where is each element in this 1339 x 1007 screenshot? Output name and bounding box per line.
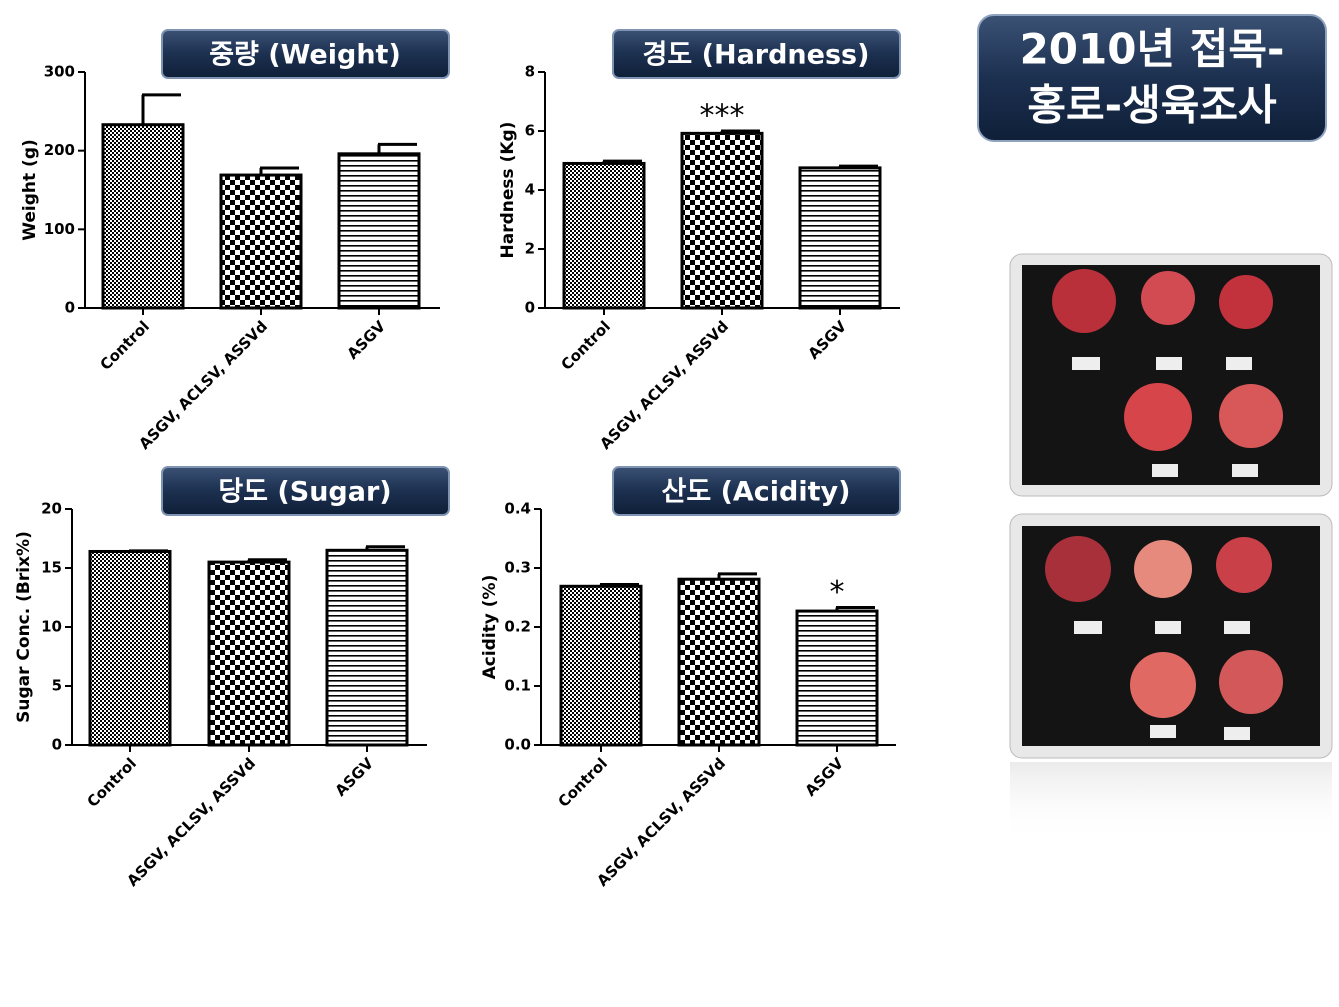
bar (219, 173, 303, 310)
y-axis-label: Hardness (Kg) (498, 122, 518, 259)
chart: 산도 (Acidity) Acidity (%) 0.0 0.1 0.2 0.3 0.4 Co… (480, 466, 901, 890)
y-tick-label: 200 (44, 141, 75, 159)
y-tick-label: 100 (44, 220, 75, 238)
chart: 중량 (Weight)Weight (g)0100200300ControlAS… (20, 29, 450, 453)
photo-reflection (1010, 762, 1332, 842)
x-tick-label: Control (83, 754, 140, 811)
slide-title-box (977, 14, 1327, 142)
x-tick-label: ASGV (802, 754, 848, 800)
slide-title: 홍로-생육조사 (1027, 81, 1277, 130)
y-tick-label: 0.2 (504, 618, 531, 636)
y-tick-label: 0.0 (504, 736, 531, 754)
chart-title: 산도 (Acidity) (661, 477, 850, 508)
bar (325, 548, 409, 747)
x-tick-label: ASGV, ACLSV, ASSVd (123, 754, 259, 890)
x-tick-label: ASGV (344, 317, 390, 363)
y-axis-label: Sugar Conc. (Brix%) (14, 531, 34, 723)
y-axis-label: Acidity (%) (480, 575, 500, 680)
y-tick-label: 20 (41, 500, 62, 518)
y-tick-label: 6 (525, 122, 535, 140)
bar (562, 161, 646, 310)
x-tick-label: ASGV (805, 317, 851, 363)
y-tick-label: 0 (525, 299, 535, 317)
chart-title: 중량 (Weight) (209, 40, 401, 71)
chart-title-box (612, 466, 901, 516)
x-tick-label: Control (554, 754, 611, 811)
bar (101, 123, 185, 310)
bar (207, 560, 291, 747)
y-tick-label: 0.4 (504, 500, 531, 518)
x-tick-label: ASGV, ACLSV, ASSVd (593, 754, 729, 890)
chart: 당도 (Sugar) Sugar Conc. (Brix%) 0 5 10 15 20 Con… (14, 466, 450, 890)
y-tick-label: 0 (65, 299, 75, 317)
bar (798, 166, 882, 310)
y-tick-label: 15 (41, 559, 62, 577)
y-tick-label: 5 (52, 677, 62, 695)
significance: * (830, 575, 845, 610)
slide-title: 2010년 접목- (1020, 25, 1285, 74)
significance: *** (700, 99, 745, 134)
y-tick-label: 2 (525, 240, 535, 258)
bar (680, 131, 764, 310)
y-tick-label: 0.1 (504, 677, 531, 695)
chart: 경도 (Hardness) Hardness (Kg) 0 2 4 6 8 Control **… (498, 29, 901, 453)
bar (559, 584, 643, 747)
x-tick-label: ASGV, ACLSV, ASSVd (135, 317, 271, 453)
y-axis-label: Weight (g) (20, 139, 40, 241)
chart-title: 당도 (Sugar) (218, 477, 391, 508)
y-tick-label: 0.3 (504, 559, 531, 577)
y-tick-label: 8 (525, 63, 535, 81)
bar (795, 609, 879, 747)
chart-title-box (161, 466, 450, 516)
photo (1009, 513, 1333, 759)
chart-title: 경도 (Hardness) (643, 40, 870, 71)
chart-title-box (612, 29, 901, 79)
photo (1009, 253, 1333, 497)
y-tick-label: 0 (52, 736, 62, 754)
y-tick-label: 4 (525, 181, 535, 199)
x-tick-label: Control (557, 317, 614, 374)
bar (88, 549, 172, 747)
y-tick-label: 300 (44, 63, 75, 81)
bar (337, 152, 421, 310)
bar (677, 577, 761, 747)
x-tick-label: Control (96, 317, 153, 374)
y-tick-label: 10 (41, 618, 62, 636)
x-tick-label: ASGV (332, 754, 378, 800)
x-tick-label: ASGV, ACLSV, ASSVd (596, 317, 732, 453)
chart-title-box (161, 29, 450, 79)
